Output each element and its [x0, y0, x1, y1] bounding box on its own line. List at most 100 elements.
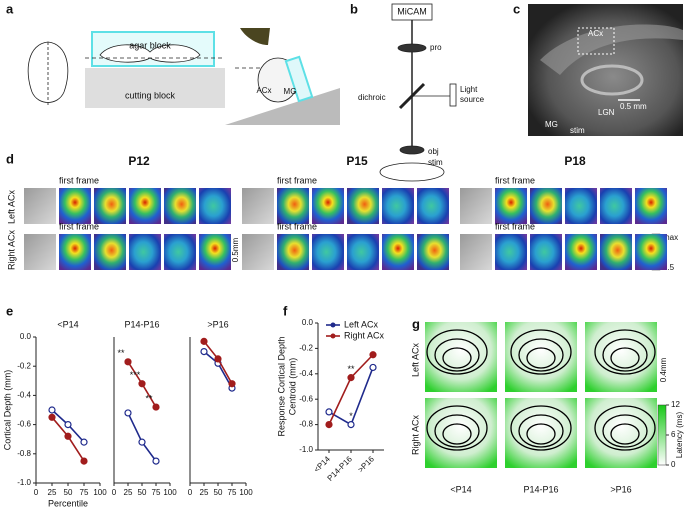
- x-tick-label: 50: [138, 488, 147, 497]
- frame-image: [199, 188, 231, 224]
- significance: **: [347, 364, 355, 374]
- x-tick-label: <P14: [312, 454, 332, 474]
- legend-label: Left ACx: [344, 319, 379, 329]
- label: dichroic: [358, 93, 386, 102]
- y-tick-label: -0.6: [17, 420, 31, 429]
- group-title: P15: [346, 154, 368, 168]
- frame-image: [382, 188, 414, 224]
- data-point: [124, 358, 132, 366]
- data-point: [228, 380, 236, 388]
- x-tick-label: P14-P16: [326, 454, 355, 483]
- series-line: [127, 412, 157, 462]
- legend-marker: [330, 322, 336, 328]
- contour: [610, 423, 640, 445]
- label: stim: [570, 126, 585, 135]
- frame-image: [495, 234, 527, 270]
- frame-image: [94, 188, 126, 224]
- y-axis-label: Cortical Depth (mm): [2, 370, 12, 451]
- latency-map: [425, 322, 497, 392]
- contour: [510, 405, 572, 451]
- contour: [610, 347, 640, 369]
- panel-a: [27, 28, 340, 125]
- x-label: <P14: [450, 484, 471, 494]
- panel-label: d: [6, 151, 14, 166]
- frame-image: [600, 188, 632, 224]
- label: ACx: [256, 86, 271, 95]
- data-point: [214, 355, 222, 363]
- frame-label: first frame: [495, 175, 535, 185]
- data-point: [369, 363, 377, 372]
- panel-label: a: [6, 1, 14, 16]
- data-point: [64, 421, 72, 429]
- objective: [399, 145, 425, 155]
- frame-image: [199, 234, 231, 270]
- frame-image: [635, 188, 667, 224]
- frame-image: [59, 234, 91, 270]
- panel-label: f: [283, 303, 288, 318]
- frame-image: [600, 234, 632, 270]
- y-tick-label: -0.6: [299, 394, 313, 403]
- data-point: [152, 457, 160, 465]
- x-tick-label: 100: [93, 488, 107, 497]
- frame-image: [382, 234, 414, 270]
- y-tick-label: -0.2: [17, 361, 31, 370]
- y-tick-label: -0.8: [17, 449, 31, 458]
- x-tick-label: 25: [48, 488, 57, 497]
- frame-image: [164, 188, 196, 224]
- x-tick-label: 75: [80, 488, 89, 497]
- frame-image: [242, 188, 274, 224]
- group-title: P12: [128, 154, 150, 168]
- contour: [526, 423, 556, 445]
- frame-image: [242, 234, 274, 270]
- label: MG: [284, 87, 297, 96]
- brain-slice: [99, 44, 201, 63]
- contour: [426, 329, 488, 375]
- data-point: [138, 380, 146, 388]
- frame-image: [495, 188, 527, 224]
- data-point: [152, 403, 160, 411]
- row-label: Left ACx: [6, 189, 16, 224]
- frame-image: [94, 234, 126, 270]
- dish: [379, 162, 445, 182]
- contour: [426, 405, 488, 451]
- group-title: P18: [564, 154, 586, 168]
- data-point: [369, 351, 377, 359]
- colorbar-tick-label: 12: [671, 400, 680, 409]
- frame-image: [530, 188, 562, 224]
- frame-image: [565, 234, 597, 270]
- x-tick-label: 75: [228, 488, 237, 497]
- subplot-title: P14-P16: [124, 319, 159, 329]
- y-tick-label: 0.0: [302, 318, 314, 327]
- latency-map: [585, 322, 657, 392]
- label: stim: [428, 158, 443, 167]
- y-tick-label: -0.4: [299, 369, 313, 378]
- frame-image: [417, 188, 449, 224]
- frame-label: first frame: [277, 175, 317, 185]
- data-point: [80, 438, 88, 446]
- panel-label: g: [412, 316, 420, 331]
- legend-marker: [330, 333, 336, 339]
- contour: [434, 414, 480, 448]
- x-label: P14-P16: [523, 484, 558, 494]
- data-point: [200, 337, 208, 345]
- frame-image: [347, 234, 379, 270]
- lens: [397, 43, 427, 53]
- data-point: [64, 432, 72, 440]
- x-tick-label: 0: [188, 488, 193, 497]
- contour: [594, 405, 656, 451]
- significance: *: [349, 411, 353, 421]
- frame-image: [277, 188, 309, 224]
- row-label: Left ACx: [410, 342, 420, 377]
- panel-label: c: [513, 1, 520, 16]
- contour: [602, 338, 648, 372]
- y-tick-label: 0.0: [20, 332, 32, 341]
- data-point: [124, 409, 132, 417]
- data-point: [200, 348, 208, 356]
- blade: [240, 28, 270, 45]
- label: Light: [460, 85, 478, 94]
- contour: [518, 414, 564, 448]
- panel-b: [379, 3, 457, 182]
- y-tick-label: -0.8: [299, 420, 313, 429]
- x-tick-label: 100: [163, 488, 177, 497]
- colorbar-label: 2.5: [663, 263, 675, 272]
